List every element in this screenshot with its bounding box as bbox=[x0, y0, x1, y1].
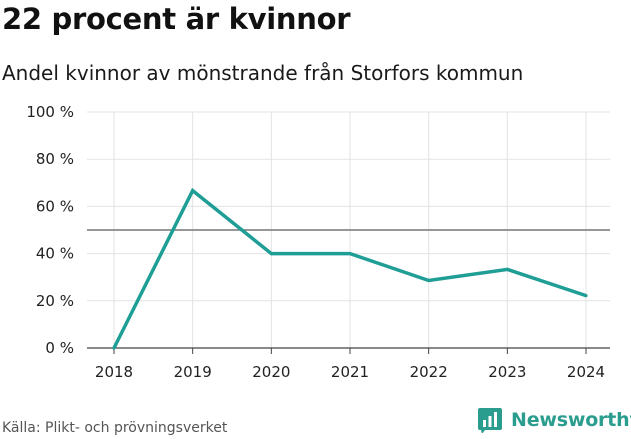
x-tick-label: 2018 bbox=[95, 363, 133, 381]
data-point bbox=[269, 252, 273, 256]
y-tick-label: 20 % bbox=[36, 292, 74, 310]
chart-subtitle: Andel kvinnor av mönstrande från Storfor… bbox=[2, 61, 524, 85]
x-tick-label: 2022 bbox=[410, 363, 448, 381]
source-text: Källa: Plikt- och prövningsverket bbox=[2, 420, 228, 436]
brand-name: Newsworthy bbox=[511, 409, 631, 431]
y-tick-label: 40 % bbox=[36, 245, 74, 263]
series-layer bbox=[112, 187, 588, 350]
x-tick-label: 2024 bbox=[567, 363, 605, 381]
tick-labels: 0 % 20 % 40 % 60 % 80 % 100 % 2018 2019 2020 2021… bbox=[26, 103, 605, 381]
data-point bbox=[112, 346, 116, 350]
data-point bbox=[505, 267, 509, 272]
y-tick-label: 80 % bbox=[36, 150, 74, 168]
brand-logo: Newsworthy bbox=[477, 407, 631, 433]
x-tick-label: 2021 bbox=[331, 363, 369, 381]
chart-title: 22 procent är kvinnor bbox=[2, 2, 351, 36]
data-point bbox=[427, 278, 431, 283]
x-tick-label: 2019 bbox=[174, 363, 212, 381]
y-tick-label: 0 % bbox=[45, 339, 74, 357]
x-tick-label: 2020 bbox=[252, 363, 290, 381]
x-tick-label: 2023 bbox=[488, 363, 526, 381]
data-point bbox=[191, 188, 195, 193]
line-chart: 0 % 20 % 40 % 60 % 80 % 100 % 2018 2019 2020 2021… bbox=[26, 103, 610, 381]
y-tick-label: 60 % bbox=[36, 197, 74, 215]
y-tick-label: 100 % bbox=[26, 103, 74, 121]
bar-chart-icon bbox=[478, 408, 502, 433]
data-point bbox=[348, 252, 352, 256]
axes bbox=[87, 347, 610, 354]
data-point bbox=[584, 294, 588, 298]
